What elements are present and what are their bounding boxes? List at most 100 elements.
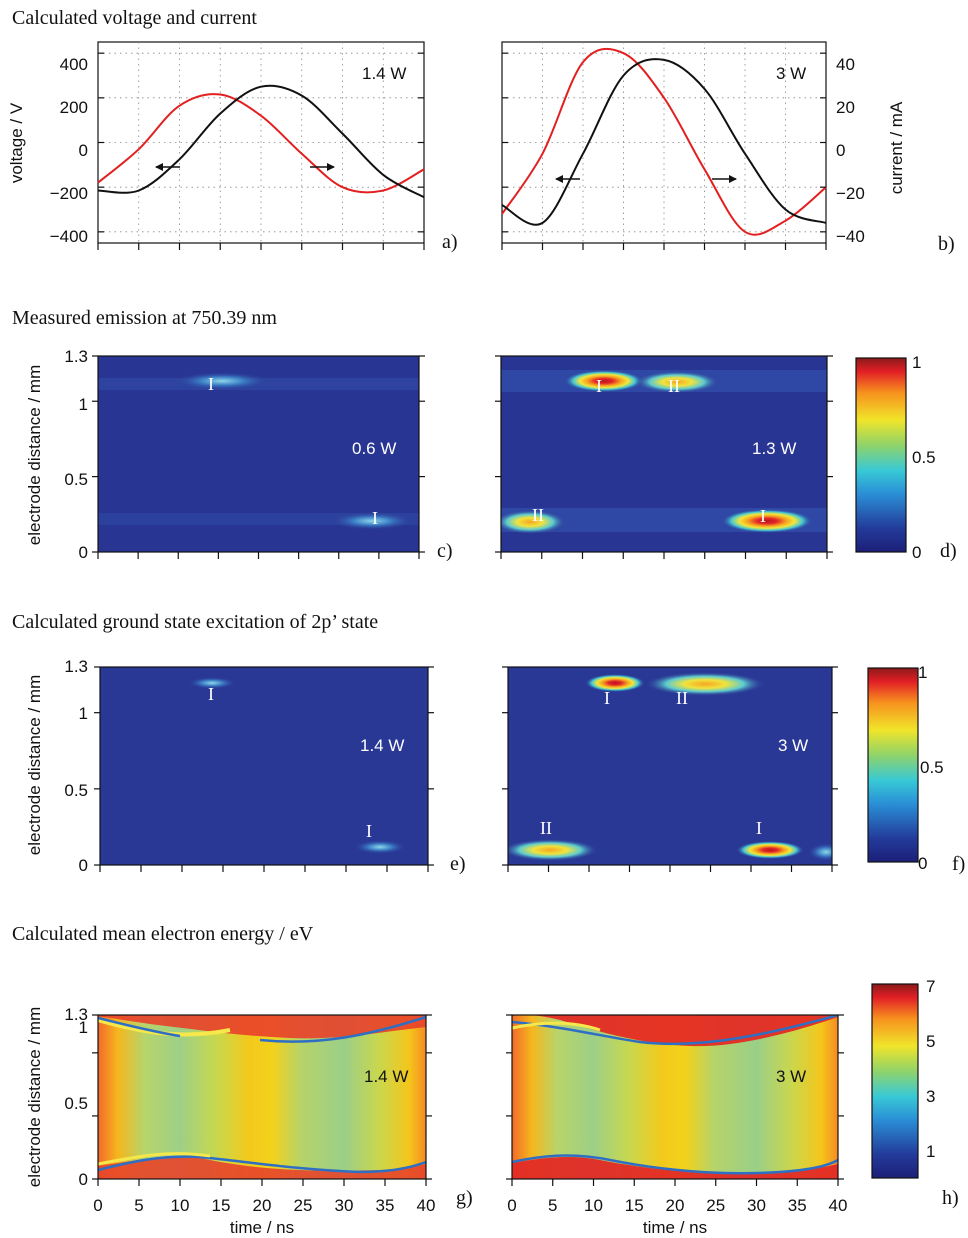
x-tick-label: 20	[253, 1196, 272, 1215]
x-tick-label: 25	[706, 1196, 725, 1215]
panel-e-ytick: 1	[79, 704, 88, 723]
panel-b-right-arrow	[712, 175, 737, 183]
x-tick-label: 35	[376, 1196, 395, 1215]
panel-b-label: b)	[938, 233, 955, 255]
panel-e-power: 1.4 W	[360, 736, 404, 755]
panel-f-peak-I-top	[585, 674, 645, 692]
x-tick-label: 30	[335, 1196, 354, 1215]
panel-a-black-series	[97, 84, 425, 199]
panel-a-ytick: 0	[79, 141, 88, 160]
x-tick-label: 35	[788, 1196, 807, 1215]
panel-f-label-II-top: II	[676, 688, 688, 708]
panel-d-label-I-bottom: I	[760, 506, 766, 526]
colorbar-d-tick: 0.5	[912, 448, 936, 467]
panel-g-xticks: 0 5 10 15 20 25 30 35 40	[93, 1196, 435, 1215]
panel-d-colorbar: 1 0.5 0	[855, 353, 936, 562]
panel-b-power: 3 W	[776, 64, 806, 83]
panel-d-power: 1.3 W	[752, 439, 796, 458]
panel-a-ytick: 200	[60, 98, 88, 117]
panel-c-label: c)	[437, 540, 453, 562]
panel-g-ytick: 0	[79, 1170, 88, 1189]
panel-d-label-II-top: II	[668, 376, 680, 396]
panel-b-left-arrow	[555, 175, 580, 183]
panel-g-ytick: 0.5	[64, 1094, 88, 1113]
panel-b-black-series	[501, 58, 827, 226]
panel-c: I I 0.6 W 1.3 1 0.5 0 electrode distance…	[25, 347, 453, 562]
panel-g: 1.4 W 1.3 1 0.5 0 electrode distance / m…	[25, 1005, 473, 1237]
x-tick-label: 20	[666, 1196, 685, 1215]
panel-a-power: 1.4 W	[362, 64, 406, 83]
panel-f-label: f)	[952, 853, 965, 875]
panel-h: 3 W 0 5 10 15 20 25 30 35 40 time / ns h) 7 5 3 …	[507, 977, 958, 1237]
panel-c-label-I-bottom: I	[372, 508, 378, 528]
panel-b-grid	[502, 42, 826, 243]
panel-c-ytick: 1.3	[64, 347, 88, 366]
x-tick-label: 5	[548, 1196, 557, 1215]
panel-g-ytick: 1.3	[64, 1005, 88, 1024]
panel-e-ylabel: electrode distance / mm	[25, 675, 44, 855]
panel-a-ytick: −200	[50, 184, 88, 203]
panel-c-ytick: 1	[79, 395, 88, 414]
panel-b-yticks: 40 20 0 −20 −40	[836, 55, 865, 246]
panel-e-yticks: 1.3 1 0.5 0	[64, 657, 88, 875]
panel-h-label: h)	[942, 1187, 959, 1209]
panel-a-right-arrow	[310, 163, 335, 171]
panel-c-power: 0.6 W	[352, 439, 396, 458]
panel-a-label: a)	[442, 231, 458, 253]
tick-marks	[92, 52, 844, 1186]
panel-b-ylabel: current / mA	[887, 101, 906, 194]
panel-b-ytick: −40	[836, 227, 865, 246]
panel-f: I II II I 3 W f) 1 0.5 0	[507, 663, 965, 875]
panel-b-ytick: −20	[836, 184, 865, 203]
panel-e-heatmap	[188, 677, 406, 854]
x-tick-label: 40	[829, 1196, 848, 1215]
colorbar-h-tick: 1	[926, 1142, 935, 1161]
panel-a: 1.4 W 400 200 0 −200 −400 voltage / V a)	[7, 41, 458, 253]
panel-b-ytick: 40	[836, 55, 855, 74]
panel-d-label-II-bottom: II	[532, 505, 544, 525]
panel-c-label-I-top: I	[208, 374, 214, 394]
panel-e-peak-I-bottom	[354, 840, 406, 854]
x-tick-label: 0	[507, 1196, 516, 1215]
panel-c-peak-I-top	[174, 372, 270, 390]
colorbar-f-tick: 0.5	[920, 758, 944, 777]
panel-e-ytick: 0	[79, 856, 88, 875]
panel-d: I II II I 1.3 W d) 1 0.5 0	[500, 353, 957, 562]
x-tick-label: 0	[93, 1196, 102, 1215]
panel-h-xticks: 0 5 10 15 20 25 30 35 40	[507, 1196, 847, 1215]
x-tick-label: 10	[171, 1196, 190, 1215]
panel-a-yticks: 400 200 0 −200 −400	[50, 55, 88, 246]
panel-f-label-I-top: I	[604, 688, 610, 708]
x-tick-label: 30	[747, 1196, 766, 1215]
panel-f-power: 3 W	[778, 736, 808, 755]
panel-d-label: d)	[940, 540, 957, 562]
x-tick-label: 25	[294, 1196, 313, 1215]
colorbar-d-tick: 1	[912, 353, 921, 372]
panel-b-ytick: 0	[836, 141, 845, 160]
panel-b: 3 W 40 20 0 −20 −40 current / mA b)	[501, 41, 955, 255]
colorbar-h-tick: 3	[926, 1087, 935, 1106]
panel-d-heatmap	[501, 370, 827, 534]
colorbar-f-tick: 1	[918, 663, 927, 682]
panel-d-label-I-top: I	[596, 376, 602, 396]
panel-f-label-I-bottom: I	[756, 818, 762, 838]
panel-a-red-series	[97, 93, 425, 194]
panel-g-heatmap	[98, 1015, 426, 1179]
panel-d-peak-II-bottom	[501, 510, 566, 534]
x-tick-label: 10	[584, 1196, 603, 1215]
panel-c-ytick: 0.5	[64, 470, 88, 489]
panel-g-ylabel: electrode distance / mm	[25, 1007, 44, 1187]
panel-g-ytick: 1	[79, 1018, 88, 1037]
panel-c-peak-I-bottom	[330, 512, 414, 530]
panel-d-peak-I-bottom	[721, 509, 813, 533]
colorbar-h-tick: 5	[926, 1032, 935, 1051]
colorbar-d-tick: 0	[912, 543, 921, 562]
panel-e-label-I-bottom: I	[366, 821, 372, 841]
panel-b-red-series	[501, 47, 827, 236]
row4-title: Calculated mean electron energy / eV	[12, 923, 314, 945]
row2-title: Measured emission at 750.39 nm	[12, 307, 277, 329]
panel-e-label: e)	[450, 853, 466, 875]
panel-c-ylabel: electrode distance / mm	[25, 365, 44, 545]
panel-a-grid	[98, 42, 424, 243]
